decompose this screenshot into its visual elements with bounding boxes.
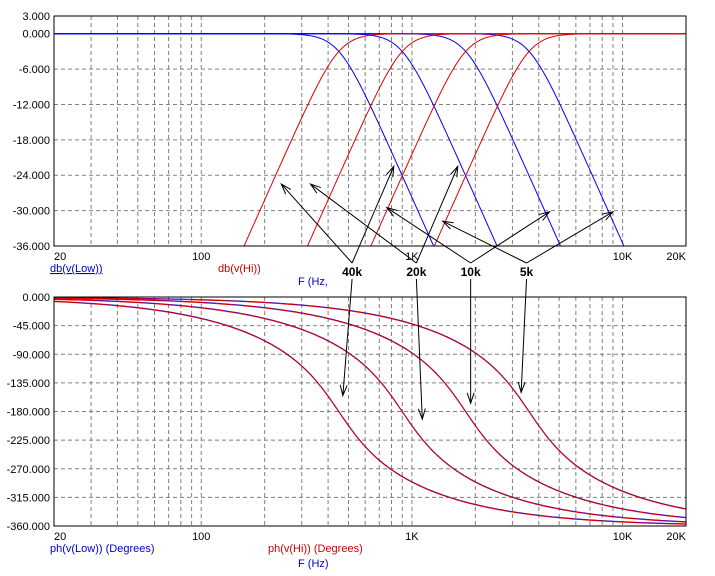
- annotation-label: 5k: [520, 265, 534, 279]
- magnitude-plot-frame: [53, 15, 687, 247]
- annotation-arrow-line: [415, 278, 423, 420]
- series-line-hi: [54, 297, 686, 519]
- annotation-arrow-head: [417, 408, 426, 421]
- magnitude-plot-background: [0, 0, 715, 290]
- annotation-arrow-head: [602, 210, 615, 221]
- series-line-hi: [54, 297, 686, 510]
- annotation-arrows: 40k 20k 10k 5k: [280, 164, 615, 421]
- y-tick-label: -18.000: [13, 135, 50, 147]
- y-tick-label: 0.000: [22, 29, 50, 41]
- series-line-low: [54, 297, 686, 510]
- phase-plot: 0.000 -45.000 -90.000 -135.000 -180.000 -225.…: [7, 292, 687, 570]
- y-tick-label: -360.000: [7, 521, 50, 533]
- annotation-label-bg: [458, 265, 483, 278]
- annotation-arrow-head: [309, 183, 322, 194]
- annotation-label-bg: [404, 265, 429, 278]
- y-tick-label: 0.000: [22, 292, 50, 304]
- annotation-arrow-line: [351, 166, 395, 264]
- series-line-hi: [433, 33, 686, 246]
- y-tick-label: -315.000: [7, 492, 50, 504]
- annotation-arrow-head: [450, 164, 459, 178]
- annotation-arrow-line: [470, 211, 550, 264]
- phase-y-ticks: 0.000 -45.000 -90.000 -135.000 -180.000 -225.…: [7, 292, 50, 533]
- annotation-label: 40k: [342, 265, 362, 279]
- x-tick-label: 10K: [613, 531, 633, 543]
- annotation-arrow-line: [342, 278, 353, 396]
- legend-low-magnitude: db(v(Low)): [50, 263, 103, 275]
- annotation-arrow-head: [339, 384, 348, 398]
- annotation-arrow-head: [386, 164, 395, 178]
- phase-curves: [54, 297, 686, 525]
- annotation-arrow-line: [386, 207, 471, 264]
- annotation-arrow-head: [538, 210, 551, 221]
- y-tick-label: -24.000: [13, 170, 50, 182]
- legend-hi-phase: ph(v(Hi)) (Degrees): [268, 543, 363, 555]
- magnitude-x-axis-label: F (Hz,: [298, 276, 328, 288]
- y-tick-label: 3.000: [22, 11, 50, 23]
- x-tick-label: 20: [54, 531, 66, 543]
- annotation-arrow-head: [466, 392, 475, 405]
- phase-plot-frame: [53, 296, 687, 527]
- y-tick-label: -12.000: [13, 99, 50, 111]
- y-tick-label: -180.000: [7, 407, 50, 419]
- annotation-arrow-line: [442, 220, 527, 264]
- annotation-label: 20k: [406, 265, 426, 279]
- x-tick-label: 20K: [666, 251, 686, 263]
- series-line-low: [54, 300, 686, 525]
- series-line-hi: [54, 301, 686, 525]
- y-tick-label: -90.000: [13, 349, 50, 361]
- magnitude-curves: [54, 33, 686, 246]
- legend-hi-magnitude: db(v(Hi)): [218, 263, 261, 275]
- x-tick-label: 1K: [405, 531, 419, 543]
- annotation-arrow-line: [520, 278, 528, 393]
- annotation-arrow-line: [280, 183, 353, 264]
- phase-x-ticks: 20 100 1K 10K 20K: [54, 531, 687, 543]
- y-tick-label: -45.000: [13, 321, 50, 333]
- magnitude-y-ticks: 3.000 0.000 -6.000 -12.000 -18.000 -24.000 -30…: [13, 11, 50, 253]
- series-line-hi: [54, 299, 686, 523]
- legend-low-phase: ph(v(Low)) (Degrees): [50, 543, 155, 555]
- annotation-label-bg: [514, 265, 539, 278]
- x-tick-label: 100: [192, 531, 210, 543]
- magnitude-x-ticks: 20 100 1K 10K 20K: [54, 251, 687, 263]
- y-tick-label: -36.000: [13, 241, 50, 253]
- x-tick-label: 20: [54, 251, 66, 263]
- magnitude-plot: 3.000 0.000 -6.000 -12.000 -18.000 -24.000 -30…: [0, 0, 715, 290]
- series-line-low: [54, 298, 686, 523]
- y-tick-label: -270.000: [7, 464, 50, 476]
- annotation-arrow-line: [415, 166, 459, 264]
- annotation-arrow-head: [441, 220, 454, 230]
- annotation-label-bg: [340, 265, 365, 278]
- y-tick-label: -6.000: [19, 64, 50, 76]
- annotation-arrow-head: [385, 206, 398, 217]
- x-tick-label: 1K: [405, 251, 419, 263]
- x-tick-label: 20K: [666, 531, 686, 543]
- x-tick-label: 10K: [613, 251, 633, 263]
- annotation-arrow-line: [310, 183, 417, 264]
- y-tick-label: -30.000: [13, 206, 50, 218]
- series-line-low: [54, 33, 625, 246]
- annotation-arrow-head: [517, 381, 526, 395]
- magnitude-grid: [54, 16, 686, 246]
- annotation-arrow-head: [280, 182, 292, 195]
- y-tick-label: -225.000: [7, 435, 50, 447]
- annotation-label: 10k: [461, 265, 481, 279]
- x-tick-label: 100: [192, 251, 210, 263]
- y-tick-label: -135.000: [7, 378, 50, 390]
- phase-x-axis-label: F (Hz): [298, 558, 329, 570]
- annotation-arrow-line: [526, 211, 614, 264]
